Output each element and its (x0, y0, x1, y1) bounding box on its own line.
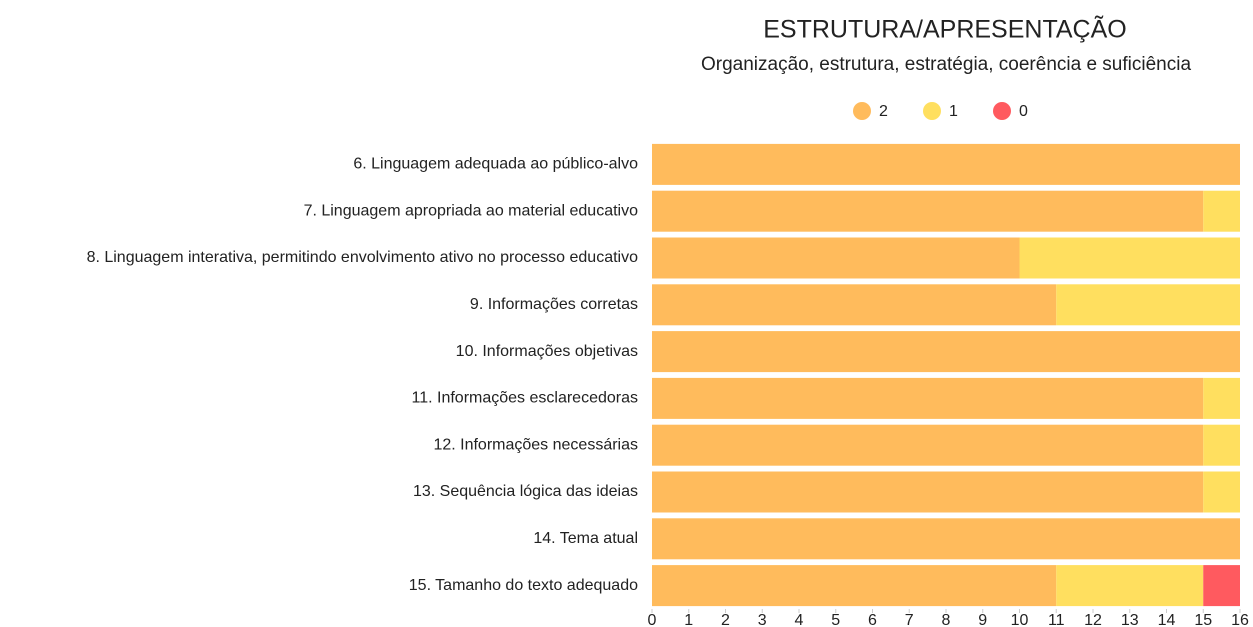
legend-label: 2 (879, 103, 888, 120)
bar-segment (1203, 565, 1240, 607)
chart-title: ESTRUTURA/APRESENTAÇÃO (763, 15, 1126, 44)
x-tick-label: 6 (868, 612, 877, 627)
y-tick-label: 14. Tema atual (533, 530, 638, 547)
x-tick-label: 1 (684, 612, 693, 627)
y-tick-label: 7. Linguagem apropriada ao material educ… (304, 202, 639, 219)
legend-label: 0 (1019, 103, 1028, 120)
bar-segment (652, 284, 1057, 326)
bar-segment (652, 237, 1020, 279)
y-tick-label: 10. Informações objetivas (456, 343, 638, 360)
x-tick-label: 13 (1121, 612, 1139, 627)
x-tick-label: 10 (1011, 612, 1029, 627)
bar-segment (1056, 284, 1240, 326)
x-tick-label: 16 (1231, 612, 1249, 627)
y-tick-label: 13. Sequência lógica das ideias (413, 483, 638, 500)
bar-segment (1019, 237, 1240, 279)
legend-swatch (853, 102, 871, 120)
legend-swatch (993, 102, 1011, 120)
x-tick-label: 7 (905, 612, 914, 627)
bar-segment (652, 565, 1057, 607)
bar-segment (1203, 471, 1240, 513)
x-tick-label: 9 (978, 612, 987, 627)
y-tick-label: 8. Linguagem interativa, permitindo envo… (87, 249, 639, 266)
legend-label: 1 (949, 103, 958, 120)
bar-segment (1203, 377, 1240, 419)
bar-segment (652, 143, 1240, 185)
x-tick-label: 5 (831, 612, 840, 627)
chart-subtitle: Organização, estrutura, estratégia, coer… (701, 54, 1191, 75)
y-tick-label: 11. Informações esclarecedoras (412, 390, 638, 407)
x-tick-label: 0 (648, 612, 657, 627)
x-tick-label: 2 (721, 612, 730, 627)
y-tick-label: 6. Linguagem adequada ao público-alvo (353, 156, 638, 173)
x-tick-label: 12 (1084, 612, 1102, 627)
bar-segment (1203, 190, 1240, 232)
x-tick-label: 11 (1048, 612, 1065, 627)
bar-segment (652, 424, 1204, 466)
bar-segment (1203, 424, 1240, 466)
y-tick-label: 15. Tamanho do texto adequado (409, 577, 638, 594)
y-tick-label: 9. Informações corretas (470, 296, 638, 313)
y-tick-label: 12. Informações necessárias (433, 436, 638, 453)
bar-segment (652, 518, 1240, 560)
x-tick-label: 8 (942, 612, 951, 627)
x-tick-label: 4 (795, 612, 804, 627)
bar-segment (1056, 565, 1204, 607)
x-tick-label: 14 (1158, 612, 1176, 627)
bar-segment (652, 377, 1204, 419)
bar-segment (652, 190, 1204, 232)
bar-segment (652, 471, 1204, 513)
x-tick-label: 3 (758, 612, 767, 627)
x-tick-label: 15 (1194, 612, 1212, 627)
bar-segment (652, 331, 1240, 373)
legend-swatch (923, 102, 941, 120)
